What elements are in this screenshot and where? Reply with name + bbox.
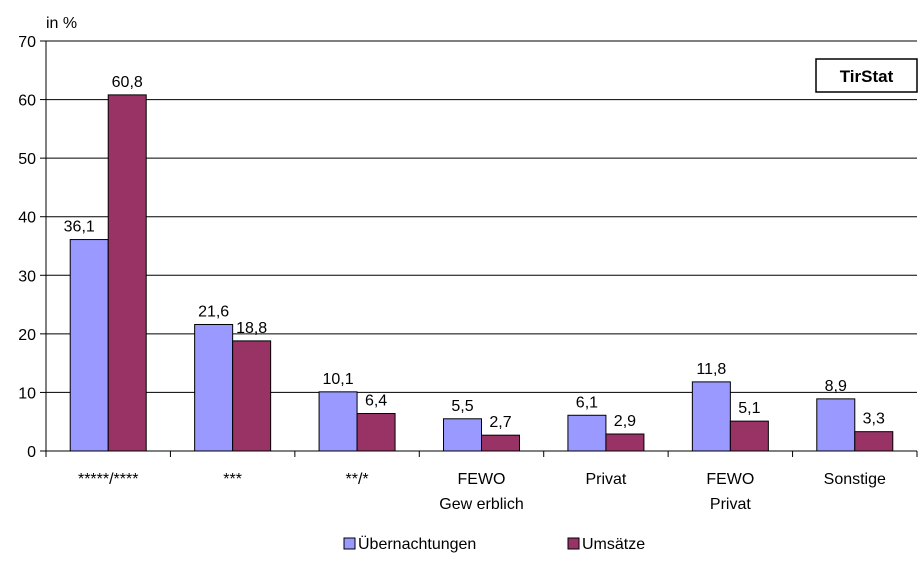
bar-umsaetze-4 <box>605 433 645 452</box>
legend-swatch-0 <box>343 537 356 550</box>
y-tick-label-50: 50 <box>18 151 36 168</box>
data-label-umsaetze-0: 60,8 <box>112 74 143 91</box>
x-tick-label-0: *****/**** <box>78 471 138 488</box>
y-tick-label-70: 70 <box>18 34 36 51</box>
data-label-uebernachtungen-2: 10,1 <box>323 371 354 388</box>
data-label-umsaetze-1: 18,8 <box>236 320 267 337</box>
data-label-umsaetze-5: 5,1 <box>738 400 760 417</box>
y-tick-label-40: 40 <box>18 210 36 227</box>
bar-umsaetze-2 <box>356 413 396 452</box>
bar-umsaetze-5 <box>729 420 769 452</box>
y-axis: 0 10 20 30 40 50 60 70 <box>18 34 47 461</box>
data-label-umsaetze-6: 3,3 <box>863 411 885 428</box>
brand-label: TirStat <box>840 67 894 86</box>
x-tick-label-6: Sonstige <box>824 471 886 488</box>
legend-swatch-1 <box>567 537 580 550</box>
data-label-umsaetze-2: 6,4 <box>365 393 387 410</box>
bar-uebernachtungen-3 <box>443 418 482 452</box>
data-label-uebernachtungen-6: 8,9 <box>825 378 847 395</box>
data-label-uebernachtungen-4: 6,1 <box>576 394 598 411</box>
bar-umsaetze-1 <box>232 340 272 452</box>
x-axis: *****/**** *** **/* FEWO Gew erblich Privat FE… <box>45 450 918 513</box>
data-label-uebernachtungen-3: 5,5 <box>451 398 473 415</box>
bar-umsaetze-6 <box>854 431 894 452</box>
brand-frame <box>815 58 918 93</box>
legend-label-1: Umsätze <box>582 536 645 553</box>
data-labels: 36,1 21,6 10,1 5,5 6,1 11,8 8,9 60,8 18,8 6,4 2,7 2… <box>64 74 885 431</box>
bars <box>69 94 894 452</box>
x-tick-label-5-line-0: FEWO <box>706 471 754 488</box>
data-label-umsaetze-3: 2,7 <box>489 414 511 431</box>
bar-uebernachtungen-0 <box>69 239 109 452</box>
bar-uebernachtungen-2 <box>318 391 358 452</box>
y-tick-label-20: 20 <box>18 327 36 344</box>
y-tick-label-30: 30 <box>18 268 36 285</box>
bar-uebernachtungen-1 <box>194 323 234 452</box>
data-label-uebernachtungen-1: 21,6 <box>198 303 229 320</box>
bar-umsaetze-0 <box>107 94 147 452</box>
x-tick-label-4: Privat <box>585 471 626 488</box>
brand-box: TirStat <box>815 58 918 93</box>
y-tick-label-60: 60 <box>18 93 36 110</box>
x-tick-label-3-line-0: FEWO <box>458 471 506 488</box>
x-tick-label-3-line-1: Gew erblich <box>439 496 523 513</box>
y-tick-label-0: 0 <box>27 444 36 461</box>
data-label-umsaetze-4: 2,9 <box>614 413 636 430</box>
legend-label-0: Übernachtungen <box>358 535 476 553</box>
data-label-uebernachtungen-5: 11,8 <box>696 361 726 378</box>
bar-uebernachtungen-6 <box>816 398 856 452</box>
y-axis-label: in % <box>46 15 77 32</box>
grid-lines <box>46 40 917 393</box>
bar-uebernachtungen-4 <box>567 414 607 452</box>
y-tick-label-10: 10 <box>18 385 36 402</box>
bar-umsaetze-3 <box>481 434 520 452</box>
x-tick-label-5-line-1: Privat <box>710 496 751 513</box>
bar-uebernachtungen-5 <box>691 381 731 452</box>
data-label-uebernachtungen-0: 36,1 <box>64 219 95 236</box>
x-tick-label-2: **/* <box>346 471 369 488</box>
legend: Übernachtungen Umsätze <box>343 535 645 553</box>
x-tick-label-1: *** <box>223 471 242 488</box>
